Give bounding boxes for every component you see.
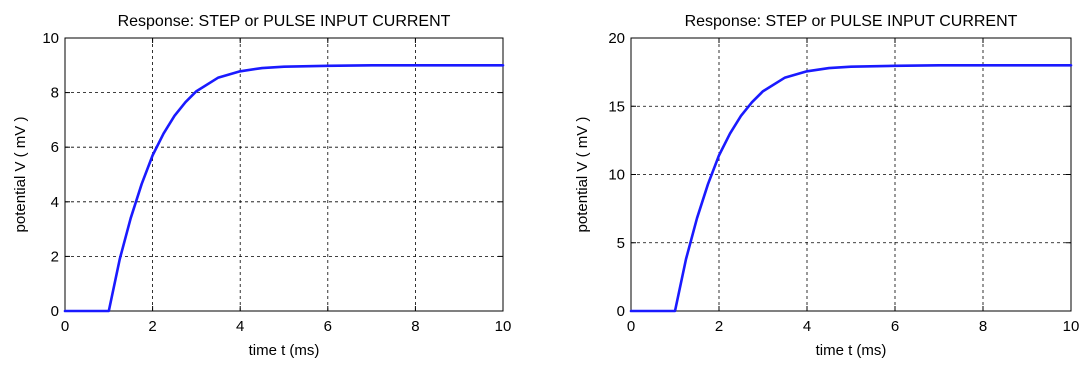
y-tick-label: 10 xyxy=(42,30,59,47)
y-axis-label: potential V ( mV ) xyxy=(574,117,591,233)
y-tick-label: 4 xyxy=(51,194,59,211)
axes-frame xyxy=(64,37,504,312)
y-tick-label: 10 xyxy=(608,167,625,184)
x-tick-label: 0 xyxy=(627,318,635,335)
x-tick-label: 8 xyxy=(979,318,987,335)
chart-left: 0 2 4 6 8 10 0 2 4 6 8 10 Response: STEP or PULSE IN… xyxy=(12,13,511,359)
x-tick-label: 6 xyxy=(891,318,899,335)
x-tick-label: 2 xyxy=(148,318,156,335)
x-tick-label: 2 xyxy=(715,318,723,335)
y-tick-label: 6 xyxy=(51,139,59,156)
chart-title: Response: STEP or PULSE INPUT CURRENT xyxy=(685,13,1018,30)
y-tick-label: 20 xyxy=(608,30,625,47)
y-tick-label: 0 xyxy=(51,303,59,320)
y-tick-label: 0 xyxy=(617,303,625,320)
series-line xyxy=(63,64,505,313)
x-tick-label: 8 xyxy=(411,318,419,335)
x-tick-label: 10 xyxy=(1063,318,1080,335)
y-axis-label: potential V ( mV ) xyxy=(12,117,29,233)
x-tick-label: 10 xyxy=(495,318,512,335)
x-axis-label: time t (ms) xyxy=(249,342,320,359)
y-tick-label: 5 xyxy=(617,235,625,252)
x-axis-label: time t (ms) xyxy=(816,342,887,359)
x-tick-label: 0 xyxy=(61,318,69,335)
x-tick-label: 4 xyxy=(236,318,244,335)
y-tick-label: 2 xyxy=(51,248,59,265)
x-tick-label: 4 xyxy=(803,318,811,335)
x-tick-label: 6 xyxy=(324,318,332,335)
chart-right: 0 2 4 6 8 10 0 5 10 15 20 Response: STEP or PULSE I… xyxy=(574,13,1079,359)
plot-area xyxy=(65,38,503,311)
y-tick-label: 8 xyxy=(51,85,59,102)
series-line xyxy=(629,64,1073,313)
chart-title: Response: STEP or PULSE INPUT CURRENT xyxy=(118,13,451,30)
y-tick-label: 15 xyxy=(608,98,625,115)
